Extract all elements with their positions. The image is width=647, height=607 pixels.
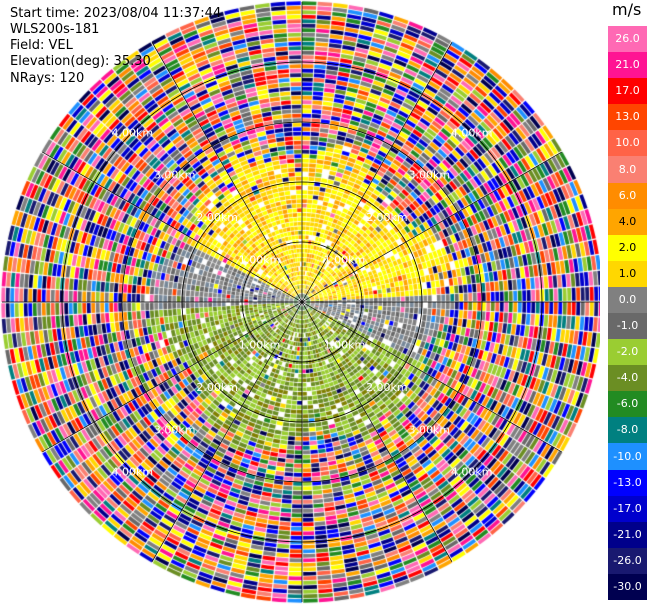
range-ring-label: 3.00km [154, 169, 196, 182]
colorbar-segment [608, 469, 647, 497]
colorbar-segment [608, 495, 647, 523]
range-ring-label: 4.00km [112, 126, 154, 139]
colorbar-segment [608, 417, 647, 444]
azimuth-spoke [42, 151, 303, 303]
colorbar-segment [608, 182, 647, 210]
colorbar-segment [608, 52, 647, 79]
range-ring-label: 1.00km [239, 254, 281, 267]
colorbar-segment [608, 286, 647, 314]
colorbar-segment [608, 130, 647, 157]
colorbar-unit: m/s [612, 0, 642, 19]
range-ring-label: 1.00km [324, 254, 366, 267]
azimuth-spoke [301, 301, 453, 562]
colorbar-tick-label: 8.0 [618, 162, 637, 176]
range-ring-label: 2.00km [366, 381, 408, 394]
nrays-label: NRays: 120 [10, 71, 85, 86]
azimuth-spoke [42, 301, 303, 453]
colorbar-tick-label: 13.0 [615, 110, 640, 124]
colorbar-segment [608, 26, 647, 53]
colorbar-tick-label: -1.0 [616, 319, 639, 333]
colorbar-segment [608, 391, 647, 418]
colorbar-segment [608, 365, 647, 392]
azimuth-spoke [301, 301, 562, 453]
range-ring-label: 4.00km [451, 466, 493, 479]
colorbar-tick-label: 1.0 [618, 266, 637, 280]
range-ring-label: 1.00km [324, 338, 366, 351]
colorbar-segment [608, 573, 647, 601]
range-ring-label: 2.00km [366, 211, 408, 224]
colorbar-segment [608, 521, 647, 549]
range-ring-label: 4.00km [112, 466, 154, 479]
colorbar-tick-label: 0.0 [618, 292, 637, 306]
range-ring-label: 3.00km [408, 423, 450, 436]
colorbar: m/s 26.0 21.0 17.0 13.0 10.0 8.0 6.0 4.0 2.0 1.0 0… [606, 0, 647, 607]
colorbar-segment [608, 260, 647, 288]
colorbar-tick-label: -6.0 [616, 397, 639, 411]
colorbar-segment [608, 104, 647, 131]
colorbar-segment [608, 208, 647, 236]
colorbar-tick-label: 6.0 [618, 188, 637, 202]
colorbar-segment [608, 339, 647, 366]
colorbar-tick-label: -13.0 [613, 475, 642, 489]
azimuth-spoke [151, 301, 303, 562]
colorbar-tick-label: -2.0 [616, 345, 639, 359]
colorbar-tick-label: -21.0 [613, 527, 642, 541]
range-ring-label: 4.00km [451, 126, 493, 139]
colorbar-tick-label: 17.0 [615, 84, 640, 98]
elevation-label: Elevation(deg): 35.30 [10, 54, 151, 69]
azimuth-spoke [301, 151, 562, 303]
colorbar-segment [608, 547, 647, 575]
colorbar-tick-label: -4.0 [616, 371, 639, 385]
ppi-plot: 1.00km 1.00km 1.00km 1.00km 2.00km 2.00km 2.00… [0, 0, 600, 607]
colorbar-tick-label: -30.0 [613, 579, 642, 593]
range-ring-label: 2.00km [196, 381, 238, 394]
colorbar-tick-label: -8.0 [616, 423, 639, 437]
colorbar-tick-label: 21.0 [615, 58, 640, 72]
colorbar-segment [608, 443, 647, 471]
colorbar-tick-label: 4.0 [618, 214, 637, 228]
range-ring-label: 2.00km [196, 211, 238, 224]
colorbar-tick-label: 26.0 [615, 32, 640, 46]
instrument-label: WLS200s-181 [10, 22, 100, 37]
azimuth-spoke [301, 42, 453, 303]
colorbar-tick-label: -17.0 [613, 501, 642, 515]
range-ring-label: 1.00km [239, 338, 281, 351]
field-label: Field: VEL [10, 38, 73, 53]
colorbar-segment [608, 78, 647, 105]
colorbar-segment [608, 156, 647, 184]
range-ring-label: 3.00km [154, 423, 196, 436]
start-time-label: Start time: 2023/08/04 11:37:44 [10, 6, 222, 21]
colorbar-tick-label: 10.0 [615, 136, 640, 150]
colorbar-tick-label: -10.0 [613, 449, 642, 463]
colorbar-segment [608, 234, 647, 262]
azimuth-spoke [151, 42, 303, 303]
colorbar-segment [608, 313, 647, 340]
range-ring-label: 3.00km [408, 169, 450, 182]
colorbar-tick-label: -26.0 [613, 553, 642, 567]
range-rings-overlay: 1.00km 1.00km 1.00km 1.00km 2.00km 2.00km 2.00… [2, 2, 600, 602]
colorbar-tick-label: 2.0 [618, 240, 637, 254]
